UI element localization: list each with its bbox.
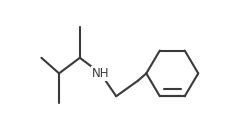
Text: NH: NH <box>92 67 109 80</box>
